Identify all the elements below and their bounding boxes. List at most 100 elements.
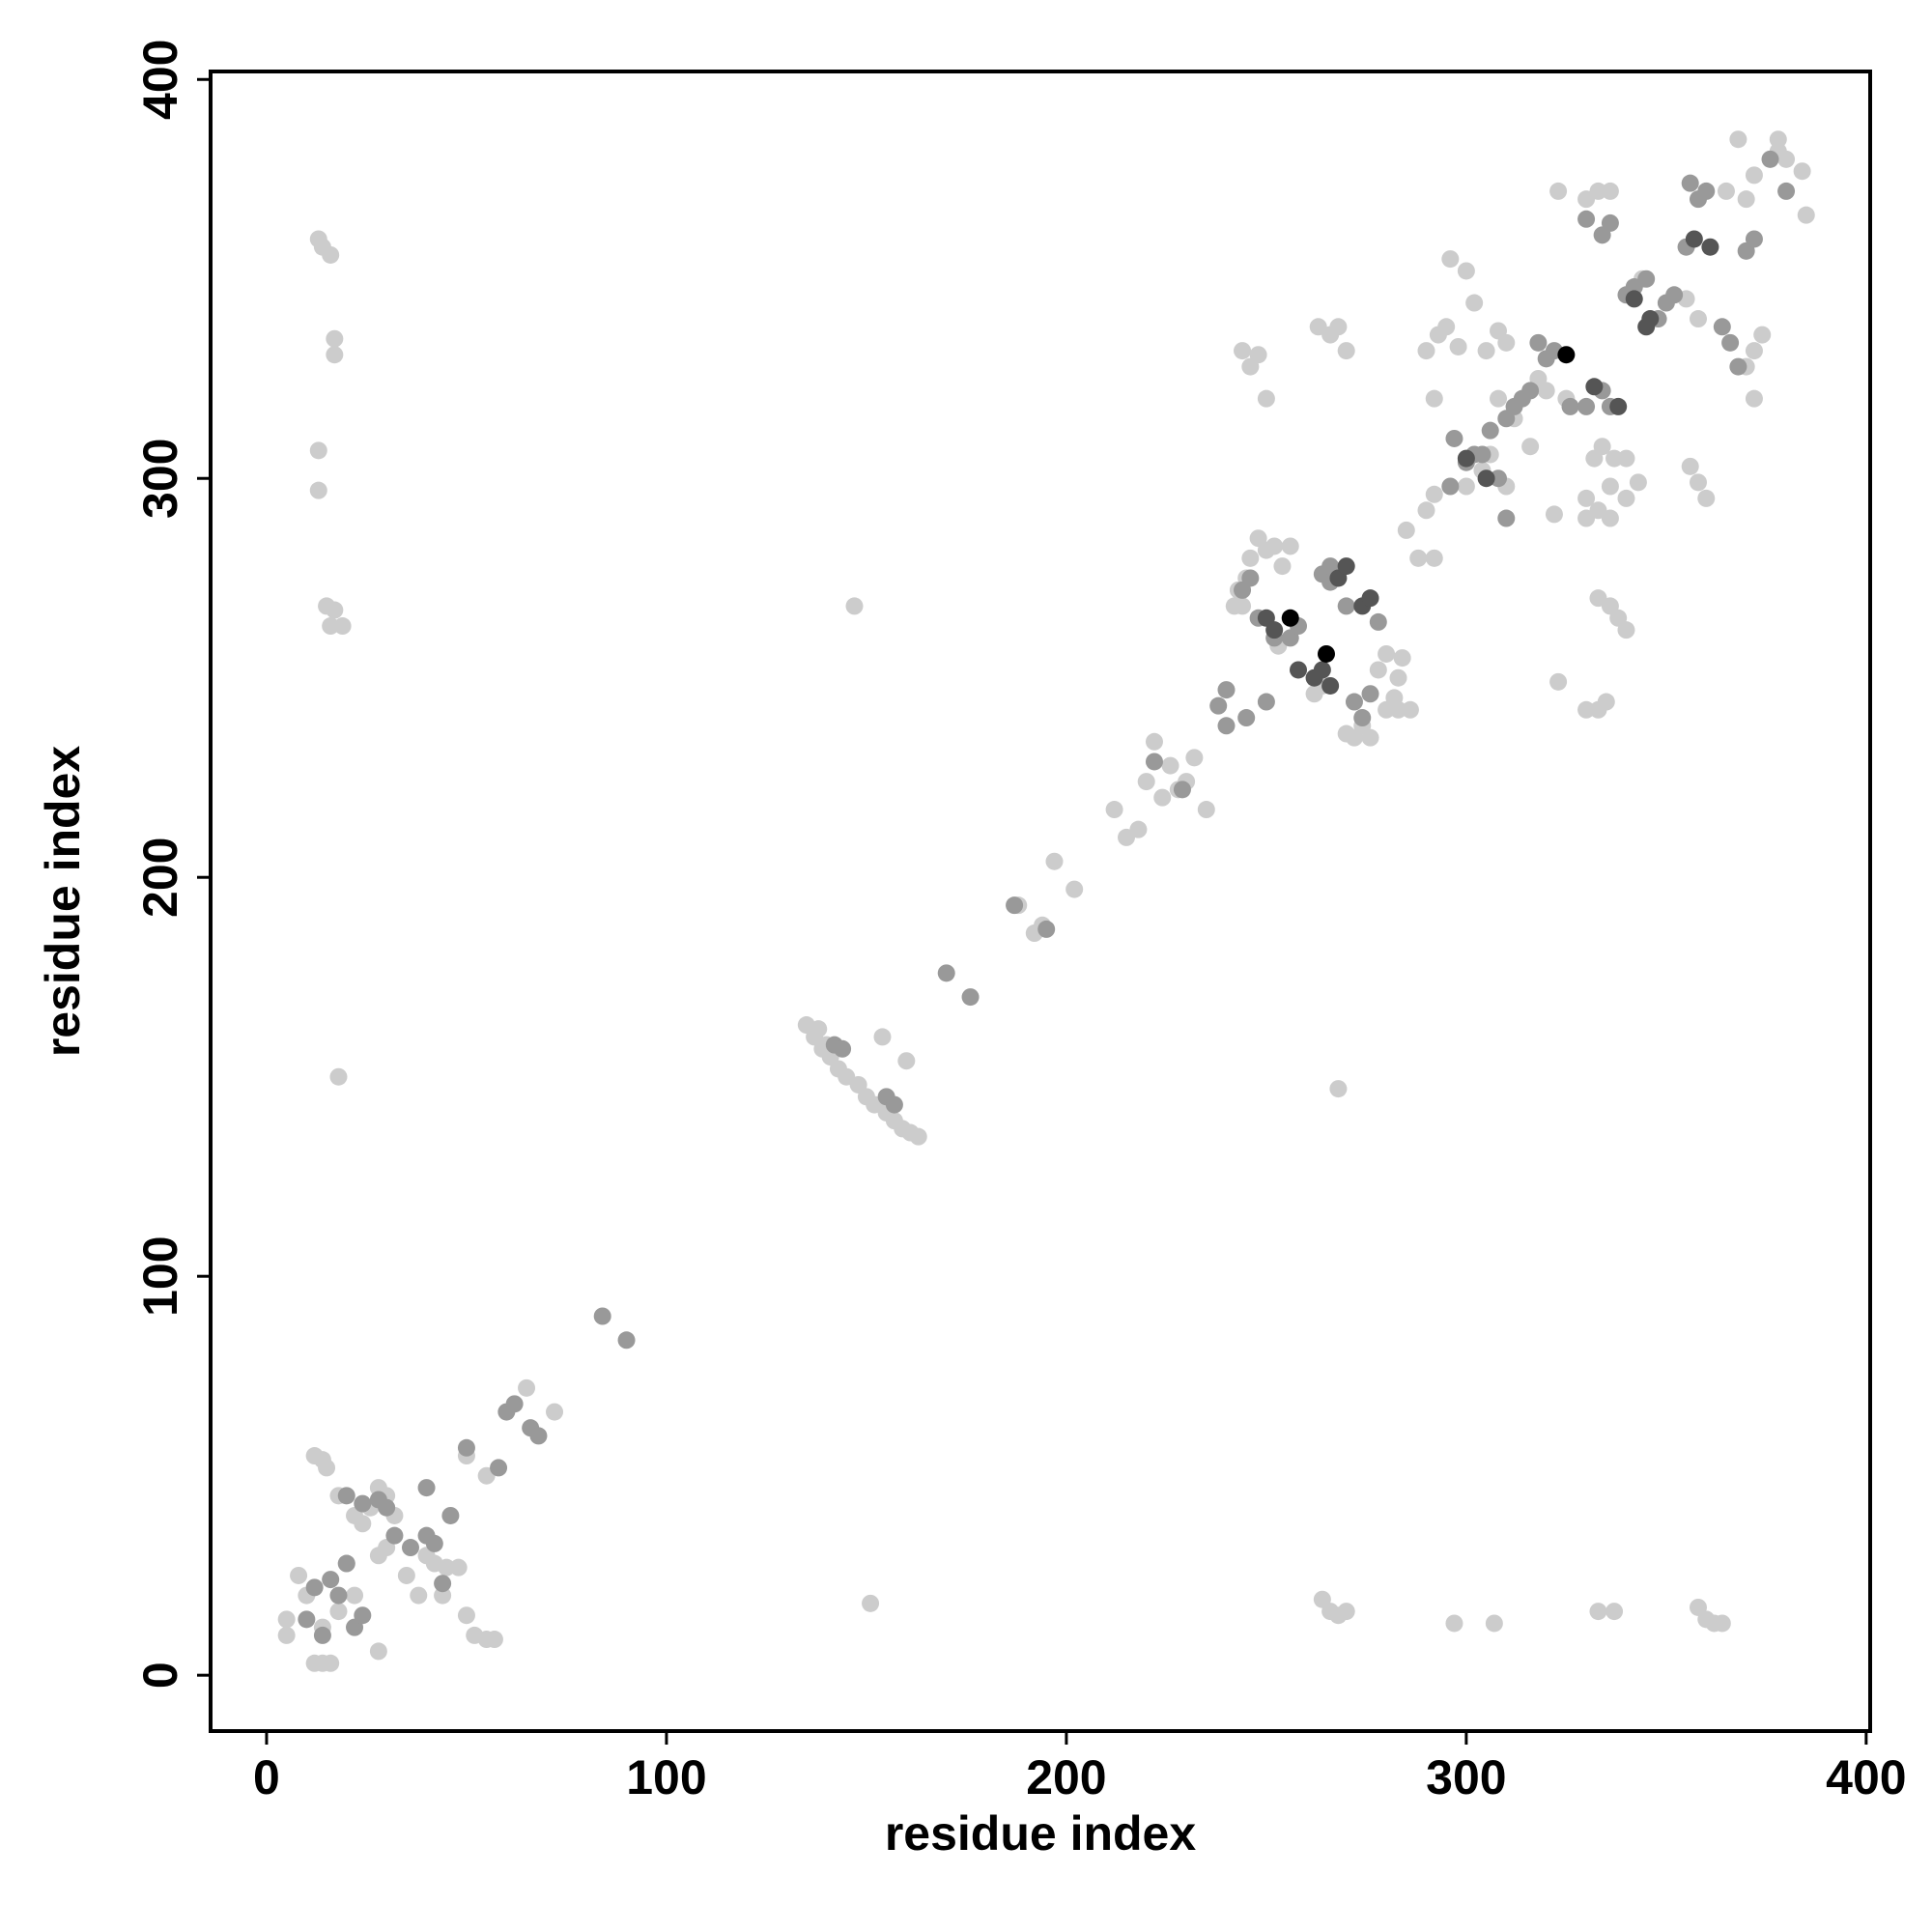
point [1441,250,1460,269]
point [385,1526,404,1545]
point [845,597,864,615]
point [1713,1614,1731,1633]
x-tick-label: 300 [1426,1750,1506,1804]
point [1521,382,1540,400]
point [1497,333,1516,352]
point [1605,449,1624,468]
point [326,329,344,348]
point [322,1571,340,1589]
point [1401,700,1419,719]
point [1585,378,1604,396]
y-tick-label: 300 [133,439,187,519]
point [1601,477,1619,496]
point [1329,318,1348,336]
point [298,1610,316,1629]
point [1449,337,1467,355]
point [309,481,327,499]
point [1629,473,1647,492]
point [326,601,344,619]
point [1369,612,1387,631]
point [1549,182,1568,200]
point [1745,342,1763,360]
point [1689,473,1707,492]
point [1745,230,1763,248]
point [1577,700,1596,719]
point [1593,438,1611,456]
point [1105,801,1123,819]
point [1037,920,1056,938]
point [1353,709,1372,727]
point [1234,597,1252,615]
point [1777,182,1796,200]
point [485,1631,503,1649]
point [1345,693,1363,711]
point [1445,429,1463,447]
point [961,988,980,1007]
point [1721,333,1740,352]
point [1577,397,1596,415]
point [1397,521,1415,539]
point [1241,569,1260,587]
point [1561,397,1579,415]
point [1237,709,1256,727]
point [1521,438,1540,456]
x-tick-label: 200 [1026,1750,1106,1804]
point [337,1487,355,1505]
point [1729,357,1747,376]
point [1249,346,1267,364]
point [369,1642,387,1661]
point [326,346,344,364]
point [1701,238,1719,256]
point [1797,206,1815,224]
point [322,245,340,264]
point [1577,210,1596,228]
point [1161,756,1179,775]
point [1425,485,1443,503]
point [1685,230,1703,248]
point [1545,505,1563,524]
point [1317,644,1335,663]
point [1129,820,1148,838]
point [885,1095,903,1114]
point [1305,685,1323,703]
y-tick-label: 100 [133,1236,187,1316]
point [1697,182,1716,200]
point [425,1534,443,1552]
point [1681,174,1699,192]
point [277,1610,296,1629]
point [1257,693,1275,711]
point [1337,597,1355,615]
point [1217,681,1236,699]
point [490,1459,508,1477]
point [337,1554,355,1573]
point [1477,469,1495,488]
point [438,1558,456,1577]
point [1281,609,1299,627]
point [1589,1603,1607,1621]
point [309,441,327,460]
point [529,1427,548,1445]
point [1145,732,1163,751]
point [1337,724,1355,743]
point [873,1028,892,1046]
point [1445,1614,1463,1633]
point [1257,389,1275,408]
point [346,1586,364,1605]
point [1234,342,1252,360]
point [1609,397,1628,415]
point [1529,333,1548,352]
point [1361,685,1379,703]
point [1241,549,1260,567]
point [1617,489,1635,507]
point [1197,801,1215,819]
point [290,1566,308,1584]
point [1409,549,1428,567]
point [1641,310,1660,328]
point [449,1558,468,1577]
point [1490,389,1508,408]
point [505,1395,524,1413]
point [441,1506,460,1524]
point [1457,449,1475,468]
point [457,1438,475,1457]
